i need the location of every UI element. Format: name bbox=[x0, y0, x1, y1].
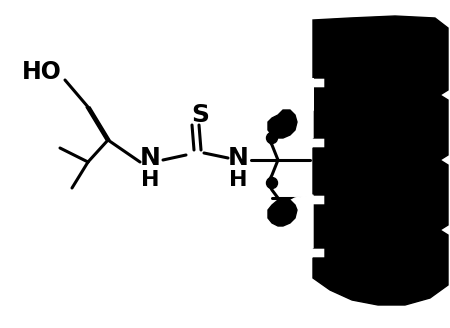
Polygon shape bbox=[275, 78, 313, 138]
Polygon shape bbox=[268, 110, 297, 138]
Text: S: S bbox=[191, 103, 209, 127]
Polygon shape bbox=[313, 16, 448, 305]
Text: N: N bbox=[228, 146, 248, 170]
Text: HO: HO bbox=[22, 60, 62, 84]
Text: N: N bbox=[140, 146, 161, 170]
Polygon shape bbox=[268, 198, 297, 226]
Polygon shape bbox=[275, 195, 313, 248]
Polygon shape bbox=[86, 107, 110, 140]
Text: H: H bbox=[141, 170, 159, 190]
Circle shape bbox=[266, 177, 278, 189]
Circle shape bbox=[266, 133, 278, 144]
Text: H: H bbox=[229, 170, 247, 190]
